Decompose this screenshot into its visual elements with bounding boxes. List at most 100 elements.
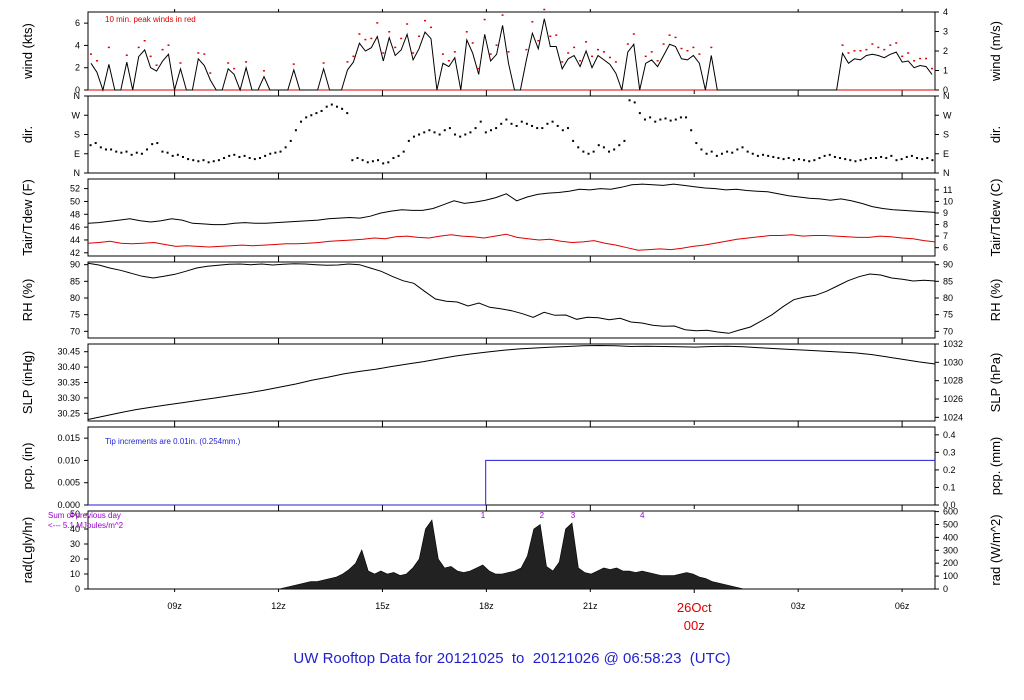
dir-point [905, 155, 908, 158]
y-tick-label-left: 80 [70, 293, 80, 303]
dir-point [864, 158, 867, 161]
y-axis-label-right: RH (%) [988, 279, 1003, 322]
peak-wind-point [525, 48, 528, 51]
peak-wind-point [322, 62, 325, 64]
peak-wind-point [865, 48, 868, 51]
date-sub-label: 00z [684, 618, 705, 633]
peak-wind-point [453, 51, 456, 53]
y-tick-label-right: W [943, 110, 952, 120]
y-tick-label-right: 1032 [943, 339, 963, 349]
dir-point [608, 150, 611, 153]
dir-point [448, 127, 451, 130]
dir-point [207, 161, 210, 164]
peak-wind-point [632, 33, 635, 35]
dir-point [566, 127, 569, 130]
y-tick-label-left: 20 [70, 554, 80, 564]
dir-point [335, 105, 338, 108]
peak-wind-point [197, 52, 200, 54]
dir-point [844, 158, 847, 161]
dir-point [310, 114, 313, 117]
dir-point [330, 103, 333, 106]
dir-point [110, 148, 113, 151]
dir-point [921, 158, 924, 161]
peak-wind-point [227, 62, 230, 64]
dir-point [705, 152, 708, 155]
peak-wind-point [179, 62, 182, 64]
dir-point [828, 153, 831, 156]
panel-temp: Tair/Tdew (F) Tair/Tdew (C) 42 44 46 48 50 52 6 7… [20, 176, 1003, 260]
dir-point [469, 131, 472, 134]
peak-wind-point [859, 50, 862, 52]
y-tick-label-left: 42 [70, 248, 80, 258]
y-tick-label-left: 0.010 [57, 455, 80, 465]
peak-wind-point [501, 14, 504, 16]
y-tick-label-right: 75 [943, 310, 953, 320]
y-axis-label-left: SLP (inHg) [20, 351, 35, 414]
y-tick-label-left: 85 [70, 276, 80, 286]
y-axis-label-left: RH (%) [20, 279, 35, 322]
y-tick-label-left: W [72, 110, 81, 120]
dir-point [356, 157, 359, 160]
peak-wind-point [847, 52, 850, 54]
dir-point [99, 146, 102, 149]
y-tick-label-left: 0.015 [57, 433, 80, 443]
dir-point [202, 159, 205, 162]
y-axis-label-right: wind (m/s) [988, 21, 1003, 82]
x-tick-label: 09z [167, 601, 182, 611]
dir-point [176, 153, 179, 156]
x-tick-label: 15z [375, 601, 390, 611]
peak-wind-point [149, 55, 152, 58]
peak-wind-point [608, 56, 611, 59]
dir-point [767, 154, 770, 157]
peak-wind-point [155, 64, 158, 66]
y-tick-label-left: 50 [70, 196, 80, 206]
dir-point [94, 142, 97, 145]
y-tick-label-right: 10 [943, 196, 953, 206]
peak-wind-point [125, 54, 128, 56]
peak-wind-point [477, 67, 480, 70]
peak-wind-point [668, 34, 671, 36]
dir-point [597, 144, 600, 147]
dir-point [120, 151, 123, 154]
peak-wind-point [418, 35, 421, 38]
dir-point [346, 112, 349, 115]
dir-point [366, 161, 369, 164]
peak-wind-point [614, 61, 617, 63]
dir-point [710, 150, 713, 153]
peak-wind-point [370, 37, 373, 40]
dir-point [839, 157, 842, 160]
dir-point [428, 129, 431, 132]
dir-point [443, 129, 446, 132]
dir-point [140, 152, 143, 155]
y-tick-label-left: 46 [70, 222, 80, 232]
dir-point [361, 159, 364, 162]
dir-point [269, 152, 272, 155]
peak-wind-point [596, 48, 599, 51]
dir-point [392, 157, 395, 160]
y-tick-label-left: 10 [70, 569, 80, 579]
page-title: UW Rooftop Data for 20121025 to 20121026… [293, 650, 731, 667]
y-tick-label-left: 0 [75, 584, 80, 594]
y-tick-label-right: 1030 [943, 357, 963, 367]
dir-point [228, 154, 231, 157]
dir-point [674, 118, 677, 121]
dir-point [577, 146, 580, 149]
dir-point [885, 157, 888, 160]
dir-point [407, 139, 410, 142]
dir-point [423, 131, 426, 134]
y-tick-label-left: 44 [70, 235, 80, 245]
peak-wind-point [585, 41, 588, 43]
peak-wind-point [245, 61, 248, 63]
dir-point [382, 162, 385, 165]
rh-series [87, 262, 936, 334]
dir-point [156, 142, 159, 145]
y-tick-label-left: 90 [70, 260, 80, 270]
peak-wind-point [567, 52, 570, 54]
dir-point [418, 133, 421, 136]
date-label: 26Oct [677, 600, 712, 615]
y-axis-label-left: dir. [20, 126, 35, 143]
dir-point [187, 158, 190, 161]
dir-point [289, 139, 292, 142]
dir-point [115, 150, 118, 153]
x-tick-label: 12z [271, 601, 286, 611]
